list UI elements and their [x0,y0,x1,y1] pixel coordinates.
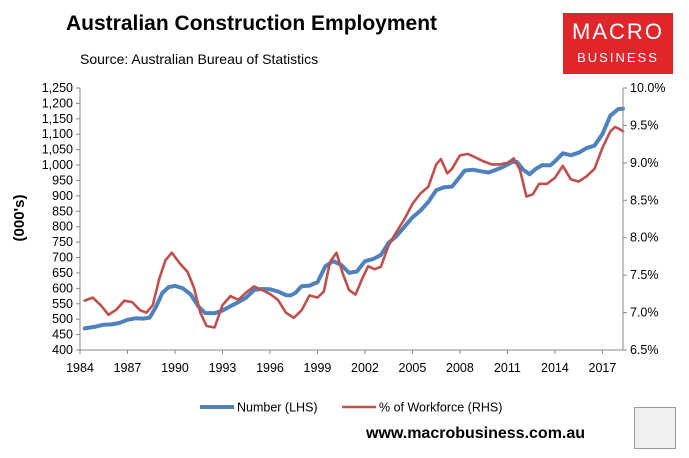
legend-label: % of Workforce (RHS) [379,401,502,415]
series-line-number-lhs [82,106,625,331]
logo-line-1: MACRO [572,19,664,44]
x-tick-label: 1990 [161,361,189,375]
right-axis-ticks: 6.5% 7.0% 7.5% 8.0% 8.5% 9.0% 9.5% 10.0% [623,81,665,357]
right-tick-label: 9.5% [630,118,659,132]
x-tick-label: 1984 [66,361,94,375]
series-line-pct-workforce-rhs [83,125,625,329]
x-axis-ticks: 1984 1987 1990 1993 1996 1999 2002 2005 2008 2011… [66,350,616,375]
left-tick-label: 950 [52,173,73,187]
x-tick-label: 1996 [256,361,284,375]
x-tick-label: 2011 [494,361,521,375]
right-tick-label: 8.5% [630,193,659,207]
right-tick-label: 8.0% [630,231,659,245]
x-tick-label: 1999 [304,361,332,375]
left-tick-label: 900 [52,189,73,203]
x-tick-label: 2017 [589,361,617,375]
x-tick-label: 1987 [114,361,142,375]
right-tick-label: 7.0% [630,306,659,320]
legend-label: Number (LHS) [237,401,318,415]
x-tick-label: 2005 [399,361,427,375]
left-tick-label: 550 [52,297,73,311]
y-axis-label: (000's) [11,195,28,242]
right-tick-label: 10.0% [630,81,665,95]
left-tick-label: 700 [52,251,73,265]
x-tick-label: 2008 [446,361,474,375]
x-tick-label: 2002 [351,361,379,375]
left-tick-label: 750 [52,235,73,249]
x-tick-label: 1993 [209,361,237,375]
right-tick-label: 7.5% [630,268,659,282]
right-tick-label: 6.5% [630,343,659,357]
wolf-logo-box [634,407,676,449]
left-tick-label: 1,200 [42,96,73,110]
series-layer [82,106,625,331]
logo-line-2: BUSINESS [577,50,659,65]
chart-subtitle: Source: Australian Bureau of Statistics [80,51,319,67]
legend: Number (LHS) % of Workforce (RHS) [200,401,502,415]
macrobusiness-logo: MACRO BUSINESS [563,13,673,74]
left-tick-label: 1,100 [42,127,73,141]
left-tick-label: 650 [52,266,73,280]
left-tick-label: 850 [52,204,73,218]
x-tick-label: 2014 [541,361,569,375]
left-tick-label: 1,150 [42,112,73,126]
left-tick-label: 500 [52,312,73,326]
left-tick-label: 800 [52,220,73,234]
left-tick-label: 400 [52,343,73,357]
footer-url: www.macrobusiness.com.au [366,425,586,442]
left-tick-label: 1,000 [42,158,73,172]
left-tick-label: 1,250 [42,81,73,95]
chart-title: Australian Construction Employment [66,12,438,35]
right-tick-label: 9.0% [630,156,659,170]
left-tick-label: 1,050 [42,143,73,157]
left-tick-label: 450 [52,328,73,342]
left-tick-label: 600 [52,281,73,295]
